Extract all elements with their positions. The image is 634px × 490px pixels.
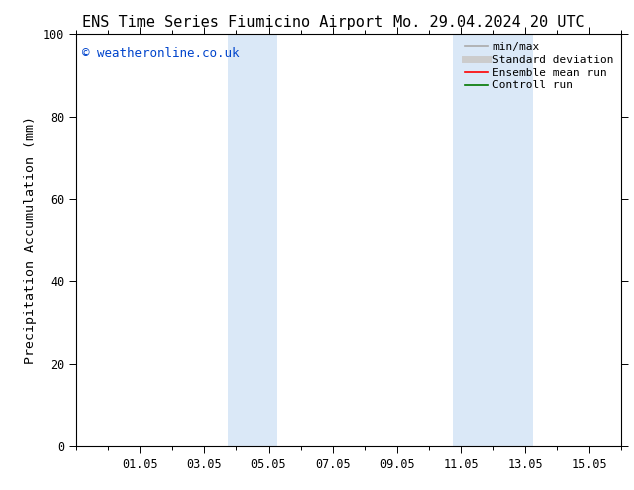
Legend: min/max, Standard deviation, Ensemble mean run, Controll run: min/max, Standard deviation, Ensemble me… xyxy=(463,40,616,93)
Text: © weatheronline.co.uk: © weatheronline.co.uk xyxy=(82,47,239,60)
Text: Mo. 29.04.2024 20 UTC: Mo. 29.04.2024 20 UTC xyxy=(393,15,585,30)
Bar xyxy=(228,34,276,446)
Y-axis label: Precipitation Accumulation (mm): Precipitation Accumulation (mm) xyxy=(24,116,37,364)
Text: ENS Time Series Fiumicino Airport: ENS Time Series Fiumicino Airport xyxy=(82,15,384,30)
Bar xyxy=(453,34,533,446)
